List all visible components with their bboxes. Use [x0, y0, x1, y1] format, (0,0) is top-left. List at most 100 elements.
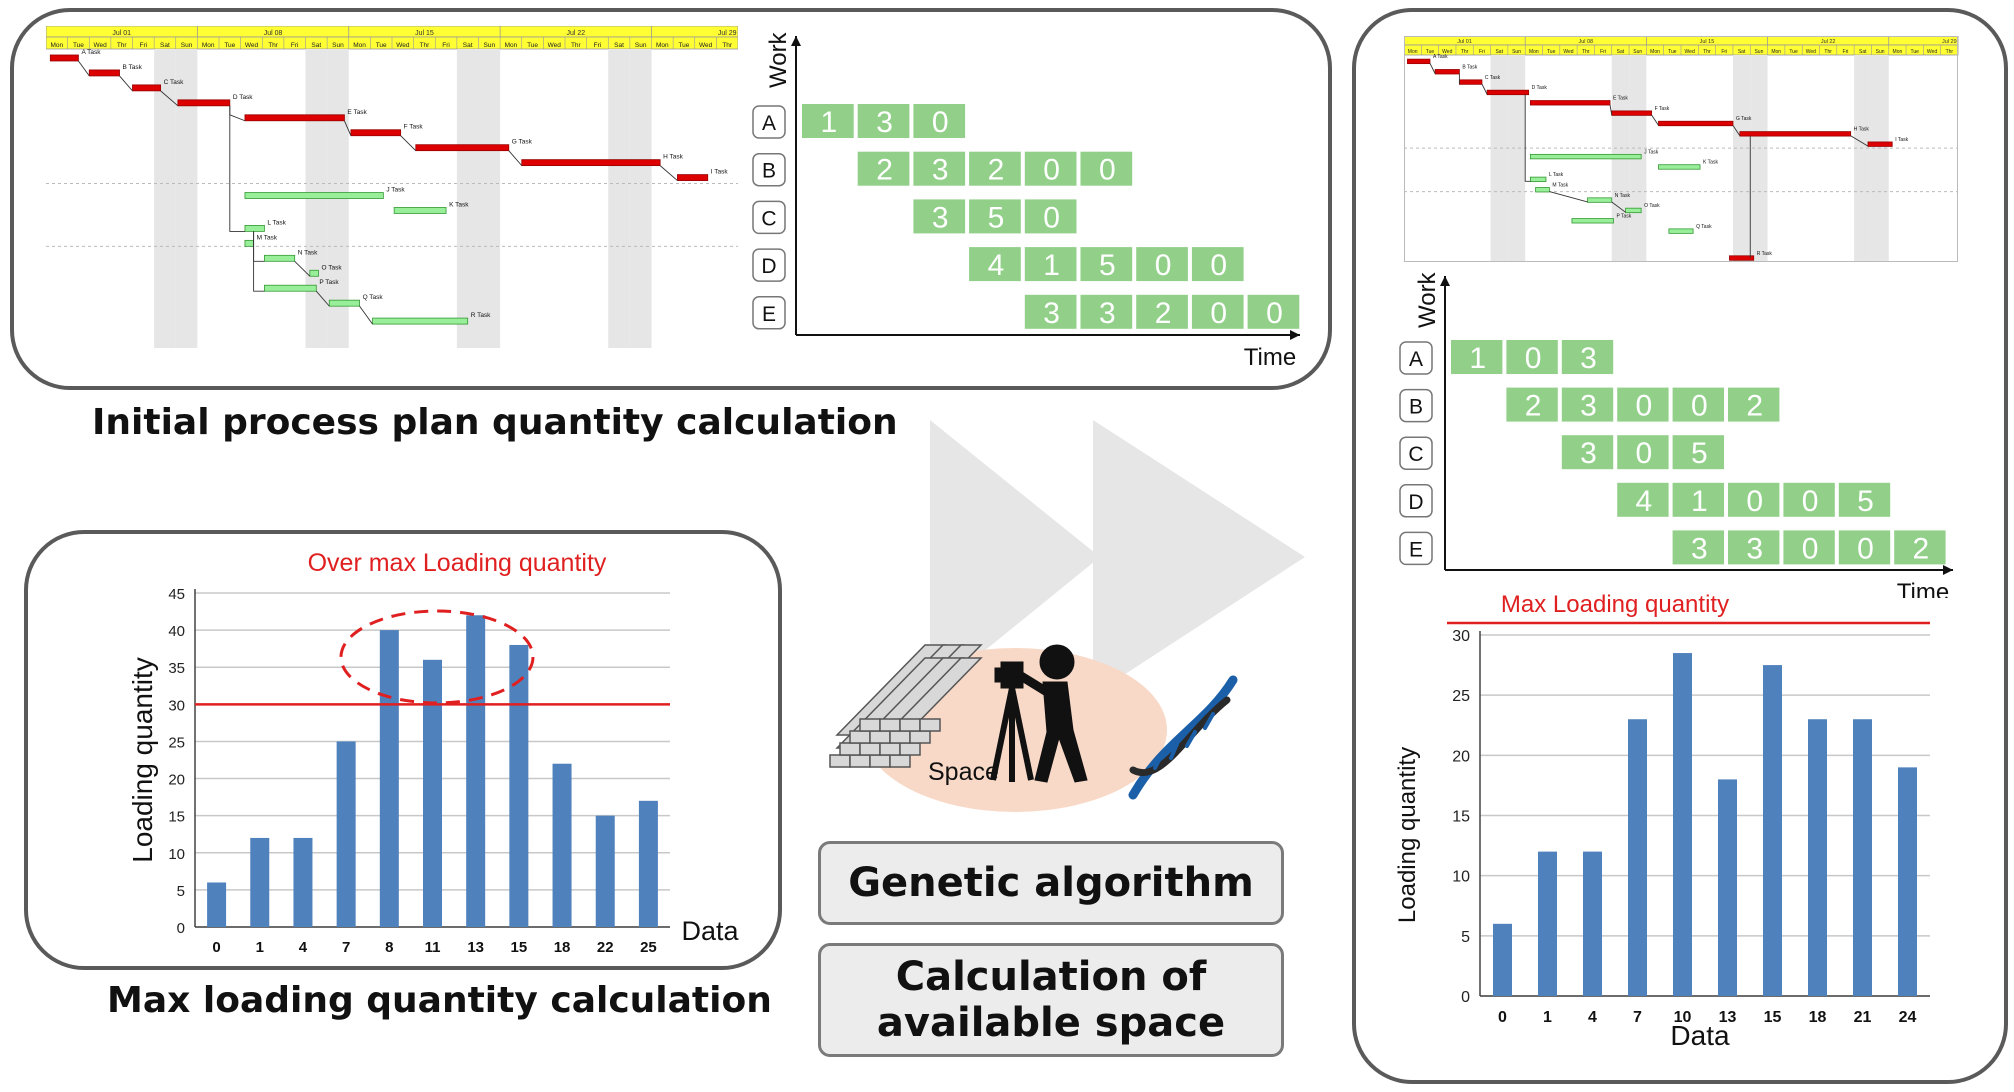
gantt-task-label: P Task	[1616, 214, 1631, 220]
y-tick-label: 10	[1452, 869, 1470, 886]
work-cell-value: 0	[1266, 297, 1283, 330]
work-cell	[1506, 387, 1558, 422]
gantt-week-label: Jul 15	[1700, 39, 1715, 45]
x-tick-label: 7	[1633, 1009, 1642, 1026]
gantt-task-label: A Task	[1433, 54, 1448, 60]
work-cell	[969, 199, 1021, 234]
gantt-task-label: K Task	[1703, 160, 1718, 166]
work-cell-value: 0	[1210, 297, 1227, 330]
gantt-task-label: M Task	[257, 234, 278, 241]
x-tick-label: 13	[1719, 1009, 1737, 1026]
gantt-task-bar	[88, 69, 120, 77]
gantt-weekend-band	[478, 49, 501, 348]
work-cell	[1728, 530, 1780, 565]
gantt-week-label: Jul 01	[112, 30, 131, 37]
work-cell-value: 0	[1746, 485, 1763, 518]
work-cell-value: 3	[1746, 532, 1763, 565]
work-cell-value: 5	[988, 201, 1005, 234]
gantt-weekend-band	[1750, 55, 1768, 262]
work-row-label: C	[1408, 443, 1423, 466]
over-limit-ellipse	[339, 609, 535, 705]
gantt-day-label: Mon	[202, 42, 215, 49]
gantt-day-label: Fri	[594, 42, 602, 49]
y-tick-label: 10	[168, 846, 185, 863]
work-cell-value: 0	[1043, 154, 1060, 187]
bar	[1583, 851, 1602, 996]
x-tick-label: 18	[1809, 1009, 1827, 1026]
gantt-task-label: N Task	[1615, 193, 1631, 199]
gantt-task-label: G Task	[512, 139, 533, 146]
work-cell-value: 0	[1636, 437, 1653, 470]
gantt-day-label: Tue	[376, 42, 387, 49]
gantt-day-label: Tue	[1789, 49, 1798, 55]
time-axis-label: Time	[1244, 344, 1296, 371]
gantt-day-label: Thr	[1946, 49, 1954, 55]
y-tick-label: 30	[168, 697, 185, 714]
work-row-label-box	[752, 296, 786, 330]
gantt-task-bar	[132, 84, 162, 92]
work-cell-value: 0	[1210, 249, 1227, 282]
gantt-task-bar	[328, 299, 360, 307]
work-cell-value: 0	[1691, 390, 1708, 423]
gantt-week-label: Jul 22	[566, 30, 585, 37]
gantt-task-label: E Task	[1613, 96, 1628, 102]
bar	[466, 615, 486, 927]
work-cell	[1561, 435, 1614, 470]
bar	[1898, 767, 1917, 996]
gantt-day-label: Fri	[140, 42, 148, 49]
gantt-day-label: Sat	[1617, 49, 1625, 55]
gantt-day-label: Sun	[1633, 49, 1642, 55]
work-cell	[1506, 340, 1558, 374]
x-tick-label: 15	[1764, 1009, 1782, 1026]
y-tick-label: 30	[1452, 628, 1470, 645]
work-row-label: C	[761, 207, 776, 230]
gantt-task-label: H Task	[663, 154, 683, 161]
x-axis-label: Data	[1670, 1020, 1730, 1051]
gantt-task-bar	[264, 254, 296, 262]
gantt-day-label: Sun	[1876, 49, 1885, 55]
work-cell	[1838, 530, 1891, 565]
work-cell-value: 5	[1691, 437, 1708, 470]
work-cell-value: 5	[1857, 485, 1874, 518]
x-axis-label: Data	[681, 916, 739, 946]
work-cell-value: 0	[1636, 390, 1653, 423]
gantt-day-label: Wed	[1806, 49, 1816, 55]
gantt-task-label: N Task	[298, 249, 318, 256]
gantt-task-label: P Task	[319, 279, 339, 286]
work-cell-value: 3	[1580, 390, 1597, 423]
work-cell-value: 0	[1802, 532, 1819, 565]
work-cell-value: 4	[1636, 485, 1653, 518]
work-cell	[1617, 482, 1669, 517]
initial-work-chart: Work Time A 1 3 0 B 2 3 2 0 0 C 3 5 0 D 4 1 5 0 0 E 3 3 2 0 0	[752, 31, 1300, 371]
gantt-day-label: Wed	[1563, 49, 1573, 55]
work-cell-value: 0	[1857, 532, 1874, 565]
gantt-task-bar	[1867, 141, 1893, 147]
gantt-day-label: Thr	[1461, 49, 1469, 55]
work-cell-value: 5	[1099, 249, 1116, 282]
x-tick-label: 13	[467, 939, 484, 956]
arrow-right-icon	[1290, 330, 1300, 340]
work-row-label-box	[1399, 484, 1433, 518]
work-cell	[857, 104, 910, 138]
calculation-space-button[interactable]: Calculation of available space	[818, 943, 1284, 1057]
work-row-label-box	[1399, 531, 1433, 566]
work-cell	[1024, 247, 1077, 282]
gantt-day-label: Sun	[1754, 49, 1763, 55]
gantt-day-label: Sat	[1859, 49, 1867, 55]
bar	[595, 815, 615, 927]
calculation-space-label-2: available space	[876, 1000, 1226, 1046]
genetic-algorithm-button[interactable]: Genetic algorithm	[818, 841, 1284, 925]
x-tick-label: 1	[1543, 1009, 1552, 1026]
x-tick-label: 24	[1899, 1009, 1917, 1026]
gantt-task-label: F Task	[404, 124, 424, 131]
work-cell	[1561, 340, 1614, 374]
work-cell	[1728, 387, 1780, 422]
initial-loading-chart: 0 5 10 15 20 25 30 35 40 45 0 1 4 7 8 11 13 15 18 22 25 Over …	[127, 549, 739, 956]
gantt-weekend-band	[1854, 55, 1872, 262]
gantt-weekend-band	[1871, 55, 1889, 262]
work-cell	[1136, 247, 1188, 282]
gantt-day-label: Sat	[311, 42, 321, 49]
work-cell	[1672, 482, 1724, 517]
bar	[1538, 851, 1557, 996]
work-row-label: D	[761, 255, 776, 278]
